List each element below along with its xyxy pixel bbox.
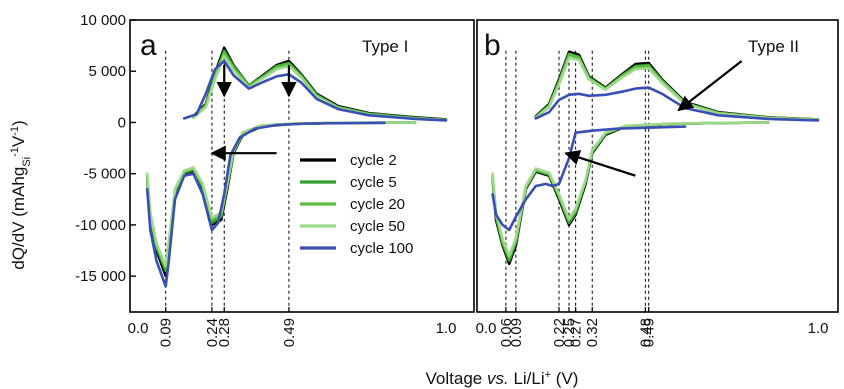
panel-b-type-label: Type II (748, 37, 799, 56)
y-axis-title-tail: V (9, 135, 28, 147)
series-cycle-2-charge-curve (534, 50, 820, 121)
y-axis-title-sup2: -1 (9, 126, 21, 136)
x-axis-title-italic: vs. (487, 369, 509, 388)
panel-a-type-label: Type I (362, 37, 408, 56)
x-axis-title-sup: + (545, 369, 551, 381)
x-tick-label: 0.09 (508, 318, 525, 347)
y-tick-label: 10 000 (80, 12, 126, 29)
x-tick-label: 0.06 (498, 318, 515, 347)
series-cycle-20-charge-curve (192, 51, 448, 122)
legend-label: cycle 50 (350, 218, 405, 235)
x-axis-title-rest: Li/Li (509, 369, 545, 388)
series-cycle-5-charge-curve (534, 52, 820, 121)
y-tick-label: -10 000 (75, 217, 126, 234)
series-cycle-5-charge-curve (192, 49, 448, 122)
series-cycle-20-charge-curve (534, 53, 820, 121)
legend-label: cycle 2 (350, 152, 397, 169)
plot-layer (129, 19, 839, 313)
panel-a-annotations: a Type I (140, 29, 408, 62)
series-cycle-100-charge-curve (534, 86, 820, 122)
x-tick-label: 0.09 (158, 318, 175, 347)
x-axis-title: Voltage vs. Li/Li+ (V) (426, 369, 579, 388)
y-axis-title: dQ/dV (mAhgSi-1V-1) (9, 120, 33, 269)
x-tick-label: 0.32 (584, 318, 601, 347)
x-tick-label: 0.28 (216, 318, 233, 347)
x-end-tick-label: 1.0 (808, 320, 829, 337)
y-axis-title-main: dQ/dV (mAhg (9, 167, 28, 270)
y-tick-label: -15 000 (75, 268, 126, 285)
legend-label: cycle 100 (350, 240, 413, 257)
legend: cycle 2 cycle 5 cycle 20 cycle 50 cycle 100 (300, 152, 413, 257)
series-cycle-50-charge-curve (534, 56, 820, 122)
panel-b-annotations: b Type II (484, 29, 799, 62)
x-tick-label: 0.22 (551, 318, 568, 347)
x-axis-title-tail: (V) (551, 369, 578, 388)
series-cycle-2-discharge-curve (491, 121, 770, 266)
series-cycle-2-charge-curve (192, 46, 448, 121)
diagonal-arrow (677, 60, 743, 112)
series-cycle-5-discharge-curve (491, 121, 770, 263)
panel-letter-a: a (140, 29, 157, 62)
x-tick-labels: 0.09 0.240.28 0.490.0 1.0 0.060.09 0.220.250.… (128, 318, 829, 347)
series-cycle-100-charge-curve (182, 59, 448, 122)
x-tick-label: 0.49 (281, 318, 298, 347)
panel-b-plot (491, 50, 820, 312)
x-end-tick-label: 0.0 (128, 320, 149, 337)
y-tick-label: 5 000 (88, 63, 126, 80)
panel-a-plot (145, 46, 448, 312)
series-cycle-100-discharge-curve (491, 125, 687, 232)
y-axis-title-sup: -1 (9, 147, 21, 157)
series-cycle-100-discharge-curve (145, 121, 386, 288)
legend-label: cycle 20 (350, 196, 405, 213)
panel-frame-a (129, 19, 475, 313)
panel-letter-b: b (484, 29, 501, 62)
series-cycle-50-discharge-curve (491, 121, 770, 257)
x-tick-label: 0.49 (641, 318, 658, 347)
panel-frame-b (476, 19, 839, 313)
x-end-tick-label: 0.0 (476, 320, 497, 337)
x-end-tick-label: 1.0 (436, 320, 457, 337)
y-tick-label: 0 (118, 114, 126, 131)
x-tick-label: 0.48 (637, 318, 654, 347)
x-tick-label: 0.27 (568, 318, 585, 347)
series-cycle-50-charge-curve (192, 54, 448, 122)
x-tick-label: 0.25 (561, 318, 578, 347)
y-tick-label: -5 000 (83, 166, 126, 183)
legend-label: cycle 5 (350, 174, 397, 191)
x-axis-title-main: Voltage (426, 369, 487, 388)
diagonal-arrow (564, 150, 636, 177)
y-tick-labels: 10 000 5 000 0 -5 000 -10 000 -15 000 (75, 12, 126, 285)
y-axis-title-end: ) (9, 120, 28, 126)
y-axis-title-sub: Si (21, 157, 33, 167)
x-tick-label: 0.24 (204, 318, 221, 347)
